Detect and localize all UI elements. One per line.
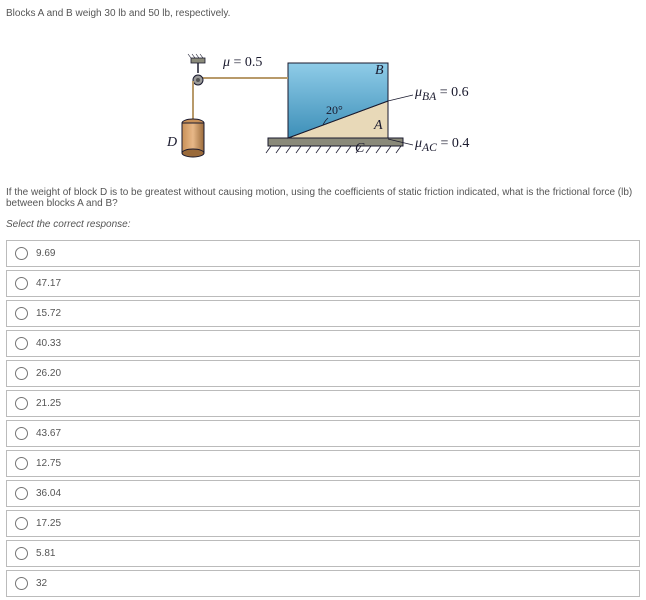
physics-diagram: μ = 0.5 20° μBA = 0.6 μAC = 0.4 A B C D: [153, 33, 493, 163]
option-row[interactable]: 15.72: [6, 300, 640, 327]
mu-ac-label: μAC = 0.4: [415, 136, 469, 154]
label-d: D: [167, 135, 177, 151]
option-row[interactable]: 43.67: [6, 420, 640, 447]
option-radio[interactable]: [15, 427, 28, 440]
option-label: 9.69: [36, 248, 55, 259]
option-radio[interactable]: [15, 457, 28, 470]
option-radio[interactable]: [15, 337, 28, 350]
mu-ba-label: μBA = 0.6: [415, 85, 469, 103]
option-radio[interactable]: [15, 577, 28, 590]
option-label: 17.25: [36, 518, 61, 529]
option-row[interactable]: 21.25: [6, 390, 640, 417]
option-row[interactable]: 5.81: [6, 540, 640, 567]
mu-rope-label: μ = 0.5: [223, 55, 262, 71]
option-label: 15.72: [36, 308, 61, 319]
problem-statement: Blocks A and B weigh 30 lb and 50 lb, re…: [0, 0, 646, 23]
option-row[interactable]: 36.04: [6, 480, 640, 507]
option-row[interactable]: 12.75: [6, 450, 640, 477]
option-radio[interactable]: [15, 277, 28, 290]
option-label: 36.04: [36, 488, 61, 499]
option-row[interactable]: 9.69: [6, 240, 640, 267]
label-b: B: [375, 63, 384, 79]
option-label: 43.67: [36, 428, 61, 439]
option-row[interactable]: 47.17: [6, 270, 640, 297]
option-label: 21.25: [36, 398, 61, 409]
option-label: 26.20: [36, 368, 61, 379]
options-list: 9.69 47.17 15.72 40.33 26.20 21.25 43.67 12.75 3…: [0, 240, 646, 597]
option-radio[interactable]: [15, 367, 28, 380]
option-label: 40.33: [36, 338, 61, 349]
option-radio[interactable]: [15, 247, 28, 260]
option-radio[interactable]: [15, 517, 28, 530]
option-label: 32: [36, 578, 47, 589]
option-label: 12.75: [36, 458, 61, 469]
option-row[interactable]: 17.25: [6, 510, 640, 537]
option-radio[interactable]: [15, 307, 28, 320]
label-a: A: [374, 118, 383, 134]
option-row[interactable]: 40.33: [6, 330, 640, 357]
option-radio[interactable]: [15, 397, 28, 410]
option-label: 47.17: [36, 278, 61, 289]
option-label: 5.81: [36, 548, 55, 559]
option-radio[interactable]: [15, 547, 28, 560]
angle-label: 20°: [326, 103, 343, 118]
option-row[interactable]: 32: [6, 570, 640, 597]
diagram-container: μ = 0.5 20° μBA = 0.6 μAC = 0.4 A B C D: [0, 23, 646, 183]
label-c: C: [355, 141, 364, 157]
option-row[interactable]: 26.20: [6, 360, 640, 387]
question-text: If the weight of block D is to be greate…: [0, 183, 646, 213]
option-radio[interactable]: [15, 487, 28, 500]
instruction-text: Select the correct response:: [0, 213, 646, 240]
